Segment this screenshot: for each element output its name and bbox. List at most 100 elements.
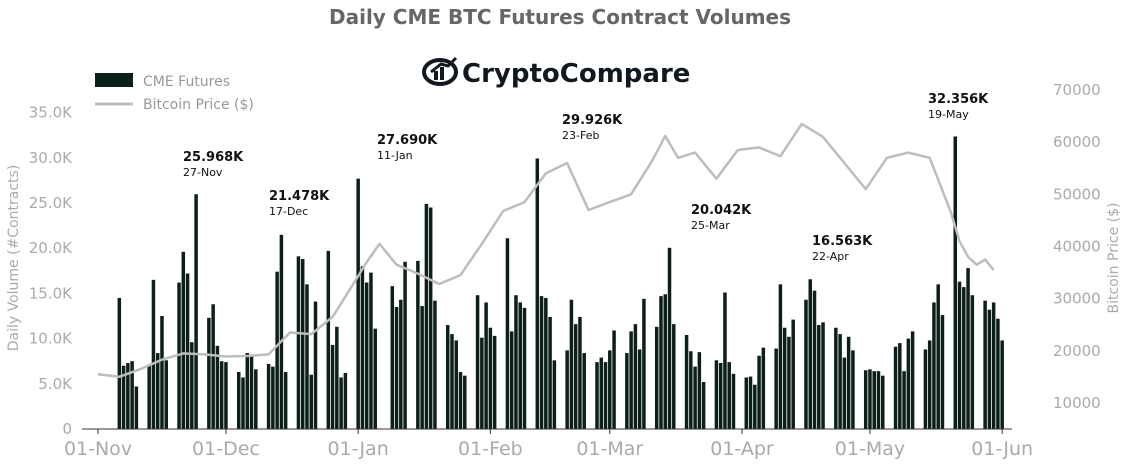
volume-bar: [654, 326, 659, 429]
volume-bar: [595, 362, 599, 429]
volume-bar: [403, 261, 407, 429]
volume-bar: [416, 260, 420, 429]
volume-bar: [219, 361, 224, 429]
annotation-value: 27.690K: [377, 133, 438, 148]
volume-bar: [343, 372, 348, 429]
volume-bar: [778, 284, 783, 429]
volume-bar: [996, 318, 1000, 429]
volume-bar: [488, 327, 493, 429]
annotation-value: 32.356K: [928, 92, 989, 107]
volume-bar: [241, 377, 245, 429]
volume-bar: [164, 360, 168, 429]
volume-bar: [753, 384, 757, 429]
volume-bar: [117, 297, 122, 429]
volume-bar: [211, 304, 215, 429]
volume-bar: [130, 361, 134, 429]
y-axis-label: Daily Volume (#Contracts): [6, 165, 22, 352]
volume-bar: [279, 234, 284, 429]
volume-bar: [633, 324, 638, 429]
volume-bar: [608, 350, 612, 429]
volume-bar: [625, 353, 629, 429]
volume-bar: [1000, 340, 1004, 429]
annotation-date: 11-Jan: [377, 149, 413, 162]
volume-bar: [505, 238, 510, 429]
volume-bar: [659, 296, 663, 429]
y-tick-label: 20.0K: [29, 239, 73, 257]
volume-bar: [991, 302, 996, 429]
volume-bar: [714, 360, 719, 429]
annotation-value: 25.968K: [183, 150, 244, 165]
volume-bar: [185, 273, 190, 429]
volume-bar: [126, 363, 130, 429]
volume-bar: [868, 369, 872, 429]
volume-bar: [364, 282, 369, 429]
y2-tick-label: 50000: [1053, 185, 1101, 203]
volume-bar: [565, 350, 569, 429]
legend-label-cme: CME Futures: [143, 74, 230, 90]
volume-bar: [663, 294, 667, 429]
volume-bar: [254, 369, 258, 429]
logo-text: CryptoCompare: [462, 59, 690, 89]
volume-bar: [872, 371, 876, 429]
x-axis-ticks: 01-Nov 01-Dec 01-Jan 01-Feb 01-Mar 01-Apr 01-M…: [64, 429, 1033, 460]
annotation-date: 19-May: [928, 108, 969, 121]
volume-bar: [578, 316, 582, 429]
volume-bar: [757, 355, 761, 429]
volume-bar: [612, 330, 616, 429]
x-tick-label: 01-Dec: [192, 438, 260, 460]
volume-bar: [637, 349, 642, 429]
annotation-value: 16.563K: [812, 234, 873, 249]
y2-tick-label: 70000: [1053, 81, 1101, 99]
volume-bar: [910, 331, 915, 429]
x-tick-label: 01-Mar: [576, 438, 643, 460]
volume-bar: [774, 348, 778, 429]
legend: CME Futures Bitcoin Price ($): [95, 73, 254, 113]
volume-bar: [701, 381, 706, 429]
volume-bar: [121, 365, 126, 429]
cryptocompare-logo: CryptoCompare: [422, 56, 690, 89]
x-tick-label: 01-Feb: [458, 438, 523, 460]
volume-bar: [672, 324, 676, 429]
volume-bar: [582, 353, 586, 429]
volume-bar: [194, 194, 198, 429]
volume-bar: [390, 286, 395, 429]
volume-bar: [266, 363, 271, 429]
volume-bar: [927, 340, 932, 429]
volume-bar: [335, 326, 339, 429]
y-tick-label: 15.0K: [29, 284, 73, 302]
y2-tick-label: 60000: [1053, 133, 1101, 151]
x-tick-label: 01-Nov: [64, 438, 132, 460]
volume-bar: [727, 362, 731, 429]
chart-title: Daily CME BTC Futures Contract Volumes: [329, 5, 791, 29]
volume-bar: [791, 319, 795, 429]
volume-bar: [509, 331, 514, 429]
volume-bar: [492, 335, 497, 429]
volume-bar: [420, 306, 424, 429]
volume-bar: [838, 334, 842, 429]
volume-bar: [399, 299, 403, 429]
x-tick-label: 01-Jun: [971, 438, 1033, 460]
volume-bar: [360, 266, 365, 429]
volume-bar: [445, 325, 450, 429]
volume-bar: [876, 371, 881, 429]
volume-bar: [475, 295, 480, 429]
volume-bar: [693, 366, 697, 429]
annotation-date: 27-Nov: [183, 166, 223, 179]
volume-bar: [817, 325, 821, 429]
volume-bar: [313, 301, 318, 429]
volume-bar: [684, 334, 689, 429]
annotation-value: 21.478K: [269, 189, 330, 204]
volume-bar: [697, 352, 702, 429]
left-axis-ticks: 0 5.0K 10.0K 15.0K 20.0K 25.0K 30.0K 35.0K: [29, 104, 73, 438]
volume-bar: [458, 372, 463, 429]
volume-bar: [373, 328, 377, 429]
volume-bar: [970, 295, 975, 429]
volume-bar: [552, 360, 557, 429]
volume-bar: [599, 357, 604, 429]
y-tick-label: 35.0K: [29, 104, 73, 122]
volume-bar: [748, 376, 753, 429]
volume-bar: [428, 207, 433, 429]
y-tick-label: 30.0K: [29, 149, 73, 167]
volume-bar: [761, 347, 766, 429]
